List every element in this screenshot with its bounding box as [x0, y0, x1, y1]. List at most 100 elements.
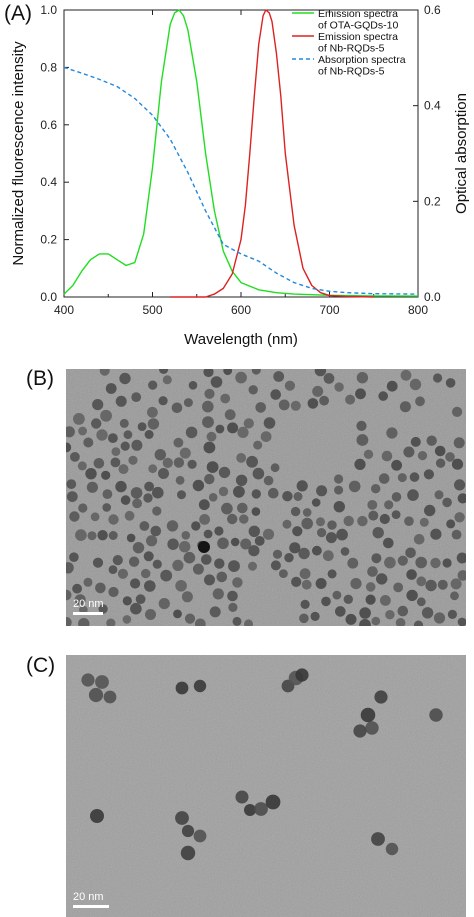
nanoparticle: [419, 517, 429, 527]
nanoparticle: [291, 576, 302, 587]
nanoparticle: [235, 790, 249, 804]
nanoparticle: [423, 469, 434, 480]
nanoparticle: [405, 547, 416, 559]
nanoparticle: [246, 455, 258, 468]
nanoparticle: [400, 369, 412, 381]
tem-image-b: 20 nm: [66, 369, 466, 626]
x-tick-label: 800: [408, 303, 428, 317]
nanoparticle: [117, 568, 128, 579]
nanoparticle: [69, 511, 80, 522]
nanoparticle: [66, 562, 74, 574]
nanoparticle: [203, 441, 216, 454]
nanoparticle: [244, 619, 253, 626]
nanoparticle: [193, 679, 207, 693]
nanoparticle: [248, 561, 257, 571]
nanoparticle: [347, 557, 359, 569]
nanoparticle: [456, 552, 466, 564]
nanoparticle: [376, 573, 388, 585]
nanoparticle: [450, 591, 459, 601]
x-tick-label: 400: [54, 303, 74, 317]
nanoparticle: [171, 402, 183, 414]
nanoparticle: [371, 832, 385, 846]
nanoparticle: [384, 500, 394, 510]
nanoparticle: [130, 487, 143, 499]
nanoparticle: [356, 434, 369, 446]
nanoparticle: [135, 594, 146, 605]
nanoparticle: [251, 507, 261, 516]
tem-b-particles: [66, 369, 466, 626]
nanoparticle: [75, 529, 87, 541]
nanoparticle: [454, 479, 466, 491]
tem-c-particles: [66, 655, 466, 917]
nanoparticle: [445, 378, 456, 388]
nanoparticle: [406, 569, 417, 580]
nanoparticle: [100, 409, 112, 422]
nanoparticle: [363, 449, 374, 459]
nanoparticle: [336, 528, 348, 541]
nanoparticle: [105, 383, 117, 394]
nanoparticle: [314, 369, 327, 377]
nanoparticle: [152, 486, 164, 499]
nanoparticle: [322, 550, 334, 562]
nanoparticle: [70, 452, 80, 462]
scale-bar-b: [73, 612, 103, 615]
nanoparticle: [108, 433, 118, 443]
nanoparticle: [248, 385, 258, 395]
nanoparticle: [148, 464, 158, 474]
y-tick-label: 0.2: [40, 233, 57, 247]
nanoparticle: [424, 504, 436, 517]
nanoparticle: [260, 431, 272, 442]
nanoparticle: [372, 527, 384, 539]
nanoparticle: [343, 515, 354, 527]
nanoparticle: [173, 437, 184, 448]
nanoparticle: [175, 811, 189, 825]
nanoparticle: [273, 371, 285, 382]
nanoparticle: [311, 498, 321, 507]
nanoparticle: [77, 461, 87, 471]
nanoparticle: [426, 435, 437, 446]
nanoparticle: [221, 502, 233, 515]
nanoparticle: [254, 802, 268, 816]
nanoparticle: [93, 458, 105, 469]
nanoparticle: [97, 530, 108, 541]
nanoparticle: [240, 538, 252, 550]
nanoparticle: [66, 442, 72, 453]
nanoparticle: [384, 556, 396, 569]
nanoparticle: [416, 576, 427, 587]
series-line-3: [63, 66, 419, 295]
nanoparticle: [393, 582, 404, 593]
nanoparticle: [409, 378, 422, 391]
nanoparticle: [237, 426, 249, 438]
nanoparticle: [270, 463, 280, 473]
nanoparticle: [374, 690, 388, 704]
nanoparticle: [202, 400, 214, 413]
nanoparticle: [348, 480, 361, 493]
nanoparticle: [301, 517, 313, 530]
nanoparticle: [270, 560, 281, 571]
nanoparticle: [415, 556, 428, 569]
nanoparticle: [450, 578, 462, 590]
nanoparticle: [108, 531, 118, 540]
nanoparticle: [434, 490, 444, 500]
nanoparticle: [356, 372, 369, 384]
y-tick-label: 0.8: [40, 60, 57, 74]
nanoparticle: [98, 604, 108, 614]
nanoparticle: [299, 568, 311, 580]
nanoparticle: [191, 521, 201, 531]
nanoparticle: [119, 372, 131, 385]
nanoparticle: [316, 517, 325, 527]
nanoparticle: [183, 551, 196, 564]
nanoparticle: [312, 385, 324, 397]
nanoparticle: [130, 578, 141, 589]
series-line-1: [63, 9, 419, 297]
nanoparticle: [378, 473, 390, 484]
nanoparticle: [215, 424, 225, 434]
y-axis-label: Normalized fluorescence intensity: [10, 41, 27, 266]
nanoparticle: [386, 427, 398, 439]
nanoparticle: [66, 479, 77, 489]
nanoparticle: [345, 394, 356, 405]
nanoparticle: [307, 398, 319, 409]
nanoparticle: [409, 472, 420, 482]
nanoparticle: [385, 842, 399, 856]
nanoparticle: [175, 475, 185, 485]
